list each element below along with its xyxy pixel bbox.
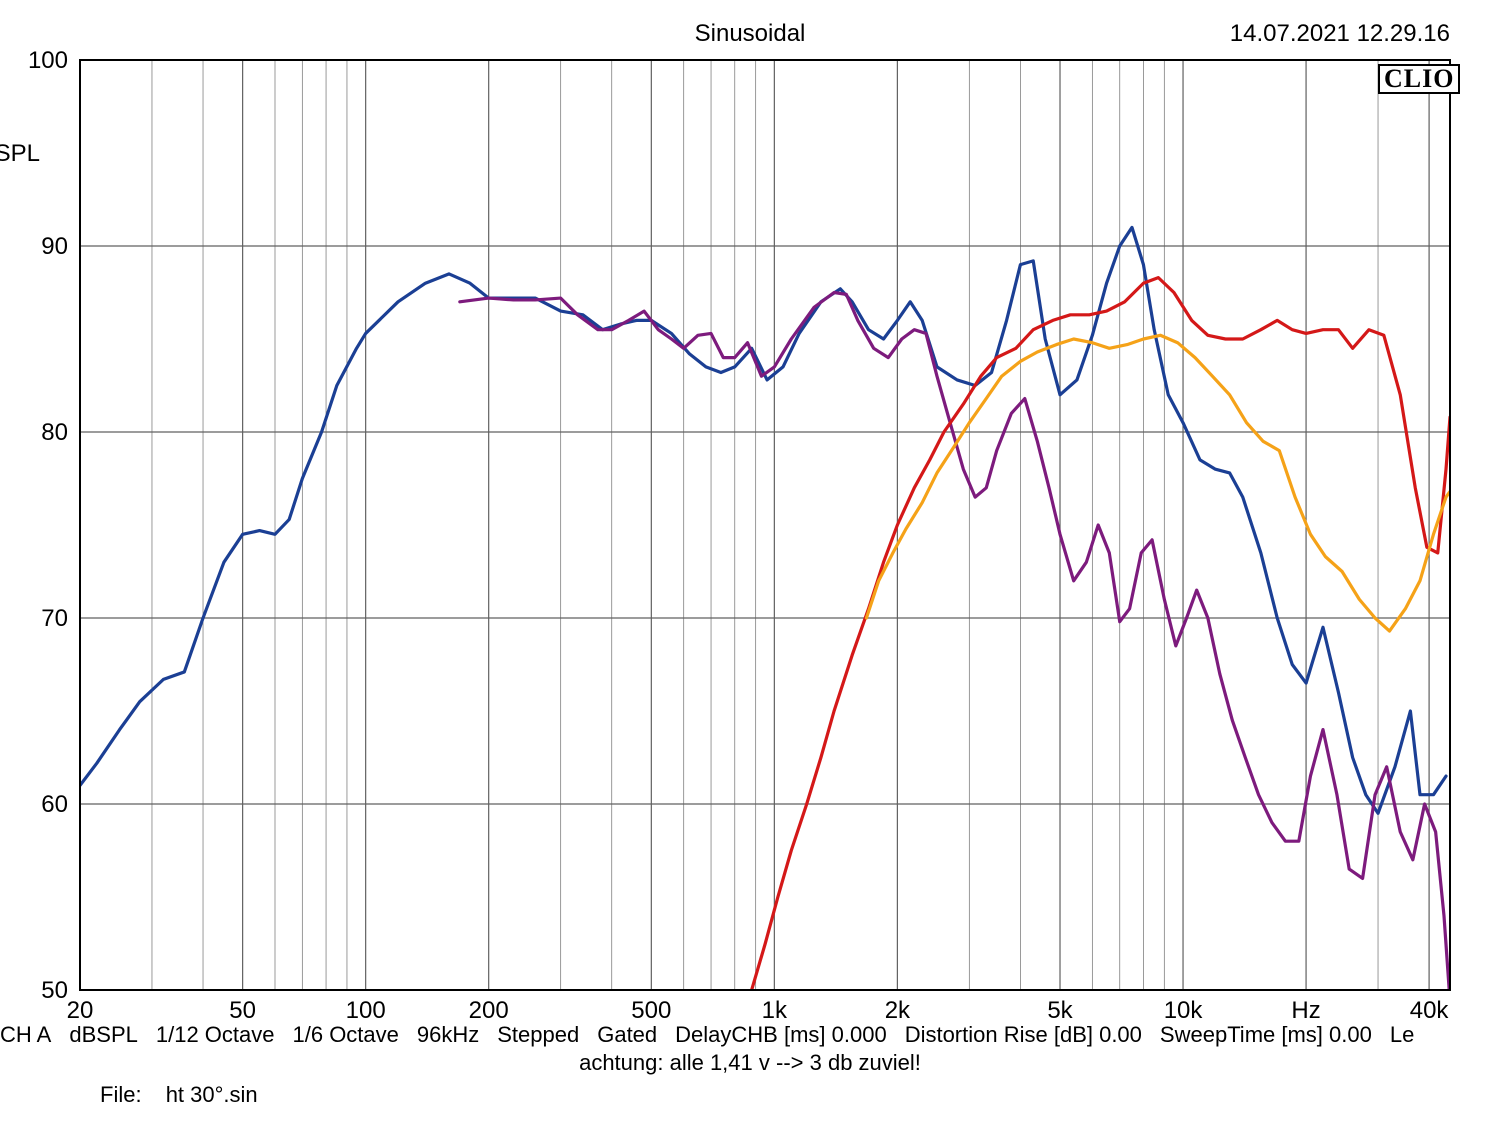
y-axis-label: dBSPL bbox=[0, 140, 40, 167]
x-tick-label: 2k bbox=[885, 997, 911, 1020]
x-tick-label: 20 bbox=[67, 997, 94, 1020]
footer-param: Distortion Rise [dB] 0.00 bbox=[905, 1022, 1142, 1047]
x-tick-label: 500 bbox=[631, 997, 671, 1020]
x-tick-label: 50 bbox=[229, 997, 256, 1020]
footer-file: File: ht 30°.sin bbox=[100, 1082, 1500, 1108]
footer-param: Le bbox=[1390, 1022, 1414, 1047]
clio-watermark: CLIO bbox=[1378, 64, 1460, 94]
x-tick-label: 5k bbox=[1047, 997, 1073, 1020]
x-tick-label: Hz bbox=[1291, 997, 1320, 1020]
y-tick-label: 50 bbox=[41, 977, 68, 1004]
footer-measurement-params: CH A dBSPL 1/12 Octave 1/6 Octave 96kHz Stepp… bbox=[0, 1022, 1500, 1048]
footer-note: achtung: alle 1,41 v --> 3 db zuviel! bbox=[0, 1050, 1500, 1076]
frequency-response-chart: 20501002005001k2k5k10kHz40k5060708090100… bbox=[0, 0, 1500, 1020]
footer-param: Gated bbox=[597, 1022, 657, 1047]
footer-file-label: File: bbox=[100, 1082, 142, 1107]
y-tick-label: 70 bbox=[41, 605, 68, 632]
footer-param: SweepTime [ms] 0.00 bbox=[1160, 1022, 1372, 1047]
y-tick-label: 80 bbox=[41, 419, 68, 446]
x-tick-label: 40k bbox=[1410, 997, 1450, 1020]
footer-param: DelayCHB [ms] 0.000 bbox=[675, 1022, 887, 1047]
footer-param: CH A bbox=[0, 1022, 51, 1047]
y-tick-label: 100 bbox=[28, 47, 68, 74]
footer-file-value: ht 30°.sin bbox=[166, 1082, 258, 1107]
footer-param: dBSPL bbox=[69, 1022, 138, 1047]
y-tick-label: 60 bbox=[41, 791, 68, 818]
x-tick-label: 10k bbox=[1164, 997, 1204, 1020]
footer-param: 96kHz bbox=[417, 1022, 479, 1047]
y-tick-label: 90 bbox=[41, 233, 68, 260]
footer-param: Stepped bbox=[497, 1022, 579, 1047]
footer-param: 1/6 Octave bbox=[293, 1022, 399, 1047]
x-tick-label: 1k bbox=[762, 997, 788, 1020]
x-tick-label: 200 bbox=[469, 997, 509, 1020]
footer-param: 1/12 Octave bbox=[156, 1022, 275, 1047]
x-tick-label: 100 bbox=[346, 997, 386, 1020]
